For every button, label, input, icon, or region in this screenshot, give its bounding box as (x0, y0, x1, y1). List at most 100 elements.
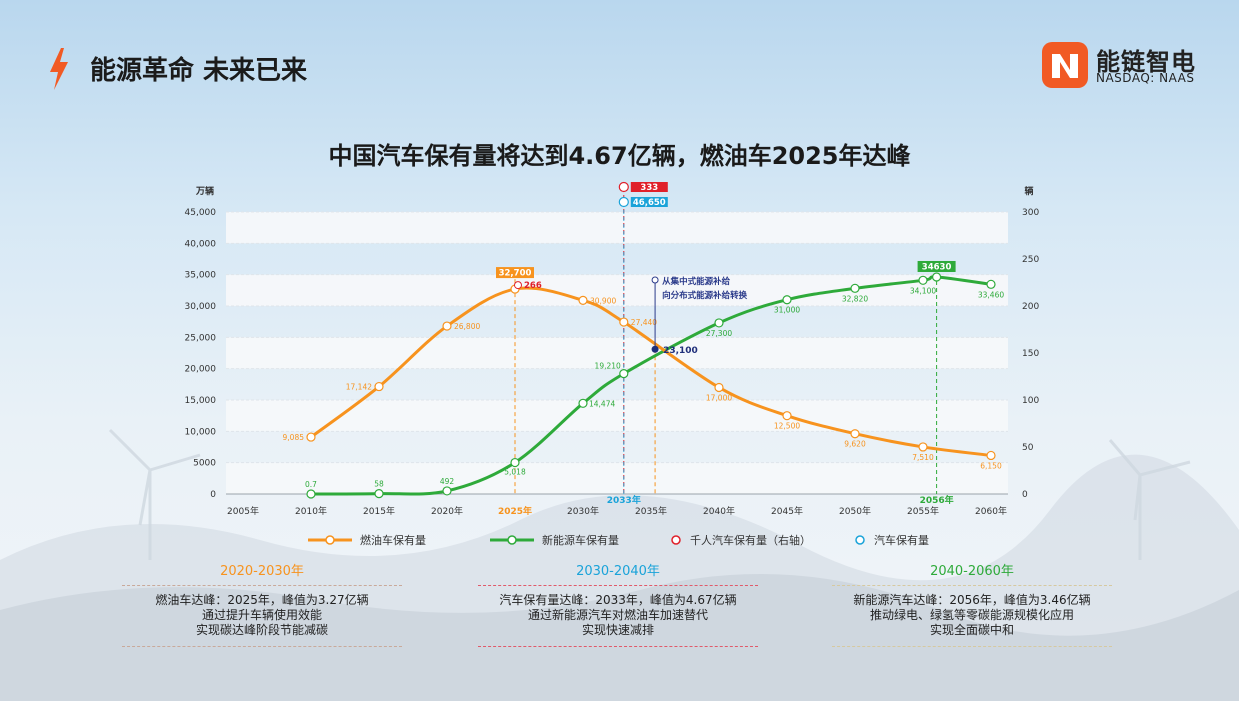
fuel-data-label: 9,620 (844, 440, 866, 449)
section-line: 汽车保有量达峰：2033年，峰值为4.67亿辆 (499, 593, 737, 607)
fuel-point (442, 321, 452, 331)
x-tick: 2045年 (771, 505, 803, 517)
per1000-peak-label: 333 (640, 183, 658, 193)
fuel-point (306, 432, 316, 442)
legend-fuel-swatch-icon (308, 535, 352, 545)
fuel-point (782, 411, 792, 421)
nev-point (850, 283, 860, 293)
x-tick: 2055年 (907, 505, 939, 517)
per1000-point (514, 281, 522, 290)
nev-point (306, 489, 316, 499)
section-line: 推动绿电、绿氢等零碳能源规模化应用 (869, 608, 1074, 622)
section-line: 实现全面碳中和 (929, 623, 1014, 637)
section-title: 2040-2060年 (930, 564, 1014, 579)
nev-peak-label: 34630 (922, 262, 952, 272)
section-line: 实现碳达峰阶段节能减碳 (195, 623, 328, 637)
legend-item-total: 汽车保有量 (854, 532, 929, 548)
nev-peak-badge (917, 260, 956, 272)
fuel-point (986, 450, 996, 461)
y-tick-left: 45,000 (185, 208, 217, 218)
fuel-data-label: 26,800 (454, 322, 480, 331)
fuel-point (918, 442, 928, 452)
per1000-at-peak-label: 266 (524, 281, 542, 291)
fuel-point (850, 429, 860, 439)
x-tick: 2060年 (975, 505, 1007, 517)
section-body: 燃油车达峰：2025年，峰值为3.27亿辆 通过提升车辆使用效能 实现碳达峰阶段… (122, 585, 402, 647)
y-tick-right: 250 (1022, 255, 1039, 265)
fuel-point (619, 317, 629, 327)
per1000-peak-badge (630, 182, 668, 192)
nev-point (619, 369, 629, 379)
section-2020-2030: 2020-2030年 燃油车达峰：2025年，峰值为3.27亿辆 通过提升车辆使… (122, 560, 402, 647)
grid-band (226, 337, 1008, 369)
nev-data-label: 31,000 (774, 306, 800, 315)
x-tick: 2020年 (431, 505, 463, 517)
x-tick: 2050年 (839, 505, 871, 517)
section-2030-2040: 2030-2040年 汽车保有量达峰：2033年，峰值为4.67亿辆 通过新能源… (478, 560, 758, 647)
y-tick-left: 25,000 (185, 333, 217, 343)
legend-label-total: 汽车保有量 (874, 534, 929, 547)
x-tick: 2035年 (635, 505, 667, 517)
nev-data-label: 0.7 (305, 480, 317, 489)
crossover-label: 23,100 (663, 346, 698, 356)
section-line: 通过新能源汽车对燃油车加速替代 (527, 608, 708, 622)
nev-point (578, 398, 588, 408)
legend-total-swatch-icon (855, 535, 865, 545)
company-logo: 能链智电 NASDAQ: NAAS (1042, 40, 1212, 90)
nev-point (510, 457, 520, 468)
y-tick-left: 10,000 (185, 427, 217, 437)
section-line: 实现快速减排 (581, 623, 654, 637)
y-tick-left: 20,000 (185, 365, 217, 375)
legend-item-per1000: 千人汽车保有量（右轴） (670, 532, 811, 548)
section-title: 2020-2030年 (220, 564, 304, 579)
nev-data-label: 33,460 (978, 290, 1004, 299)
y-tick-left: 35,000 (185, 271, 217, 281)
fuel-point (374, 381, 384, 392)
fuel-peak-label: 32,700 (499, 269, 532, 279)
grid-band (226, 462, 1008, 494)
nev-data-label: 32,820 (842, 294, 868, 303)
fuel-data-label: 27,440 (631, 318, 657, 327)
legend-item-fuel: 燃油车保有量 (308, 532, 426, 548)
annotation-text: 向分布式能源补给转换 (662, 290, 748, 301)
logo-name-cn: 能链智电 (1096, 48, 1196, 76)
section-2040-2060: 2040-2060年 新能源汽车达峰：2056年，峰值为3.46亿辆 推动绿电、… (832, 560, 1112, 647)
y-tick-right: 0 (1022, 490, 1028, 500)
total-peak-badge (630, 197, 668, 207)
legend-label-fuel: 燃油车保有量 (360, 534, 426, 547)
legend-nev-swatch-icon (490, 535, 534, 545)
logo-mark-icon (1042, 42, 1088, 88)
nev-data-label: 34,100 (910, 286, 936, 295)
series-line-nev (310, 275, 992, 496)
grid-band (226, 400, 1008, 432)
y-tick-left: 0 (210, 490, 216, 500)
nev-data-label: 58 (374, 480, 384, 489)
nev-data-label: 492 (440, 477, 455, 486)
section-line: 新能源汽车达峰：2056年，峰值为3.46亿辆 (853, 593, 1091, 607)
section-body: 新能源汽车达峰：2056年，峰值为3.46亿辆 推动绿电、绿氢等零碳能源规模化应… (832, 585, 1112, 647)
lightning-bolt-icon (50, 48, 68, 90)
section-body: 汽车保有量达峰：2033年，峰值为4.67亿辆 通过新能源汽车对燃油车加速替代 … (478, 585, 758, 647)
chart-legend: 燃油车保有量 新能源车保有量 千人汽车保有量（右轴） 汽车保有量 (308, 532, 948, 552)
section-line: 燃油车达峰：2025年，峰值为3.27亿辆 (155, 593, 369, 607)
y-tick-right: 100 (1022, 396, 1039, 406)
nev-data-label: 27,300 (706, 329, 732, 338)
x-tick: 2015年 (363, 505, 395, 517)
nev-point (986, 279, 996, 289)
grid-band (226, 274, 1008, 306)
nev-point (442, 486, 452, 496)
y-tick-right: 50 (1022, 443, 1034, 453)
fuel-peak-badge (496, 267, 534, 279)
x-tick: 2030年 (567, 505, 599, 517)
x-extra-tick: 2033年 (607, 494, 641, 506)
x-tick: 2010年 (295, 505, 327, 517)
y-axis-right-title: 辆 (1024, 185, 1033, 197)
x-extra-tick: 2056年 (920, 494, 954, 506)
nev-point (374, 489, 384, 499)
legend-per1000-swatch-icon (671, 535, 681, 545)
total-peak-point (618, 196, 629, 208)
y-tick-left: 30,000 (185, 302, 217, 312)
y-tick-left: 40,000 (185, 239, 217, 249)
